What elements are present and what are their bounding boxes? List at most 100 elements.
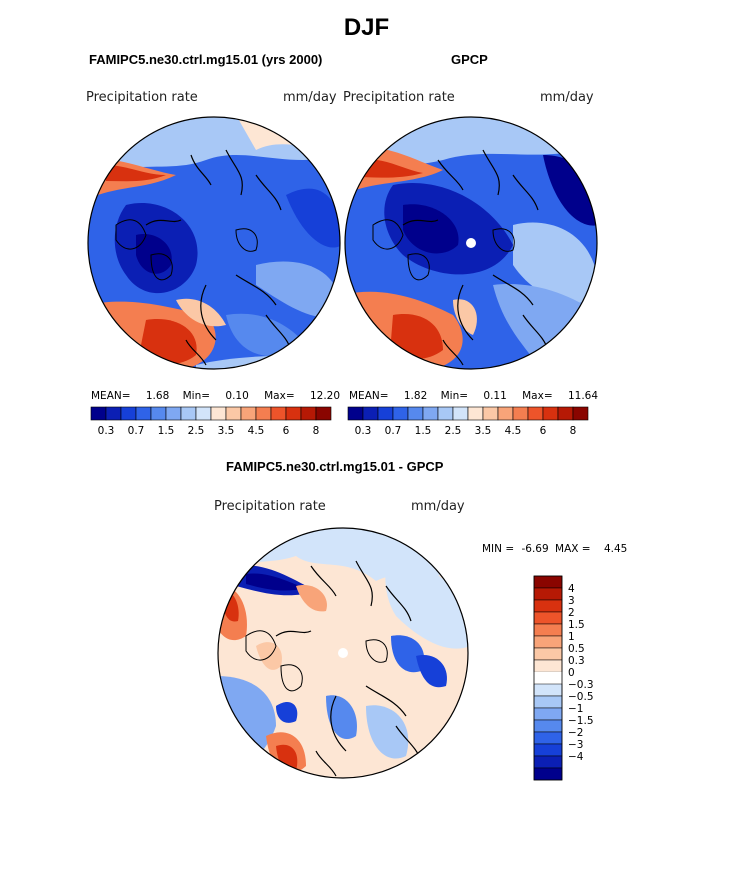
panel-2-colorbar-tick-label: 0.7	[385, 425, 402, 437]
panel-2-colorbar-tick-label: 4.5	[505, 425, 522, 437]
panel-2-colorbar-swatch	[362, 406, 379, 421]
panel-2-colorbar-tick-label: 3.5	[475, 425, 492, 437]
panel-2-min-label: Min=	[440, 390, 469, 402]
panel-2-stats: MEAN= 1.82 Min= 0.11 Max= 11.64	[349, 390, 598, 402]
diff-colorbar-tick-label: 2	[568, 607, 575, 619]
panel-2-colorbar-tick-label: 8	[570, 425, 577, 437]
diff-polar-map	[217, 527, 469, 779]
diff-colorbar-tick-label: −2	[568, 727, 583, 739]
panel-2-mean-value: 1.82	[403, 390, 428, 402]
panel-1-colorbar-tick-label: 0.3	[98, 425, 115, 437]
diff-colorbar-swatch	[533, 659, 563, 673]
panel-2-max-label: Max=	[522, 390, 553, 402]
panel-1-colorbar-swatch	[90, 406, 107, 421]
diff-colorbar-swatch	[533, 587, 563, 601]
panel-1-colorbar-tick-label: 6	[283, 425, 290, 437]
diff-colorbar-swatch	[533, 599, 563, 613]
panel-1-colorbar-swatch	[270, 406, 287, 421]
panel-1-colorbar-swatch	[315, 406, 332, 421]
diff-colorbar-tick-label: 1.5	[568, 619, 585, 631]
diff-colorbar-frame	[533, 575, 563, 781]
diff-colorbar-swatch	[533, 731, 563, 745]
diff-colorbar-swatch	[533, 719, 563, 733]
diff-max-value: 4.45	[603, 543, 628, 555]
diff-colorbar-swatch	[533, 635, 563, 649]
panel-2-colorbar-swatch	[467, 406, 484, 421]
panel-1-colorbar-swatch	[300, 406, 317, 421]
diff-max-label: MAX =	[555, 543, 591, 555]
panel-2-colorbar-swatch	[482, 406, 499, 421]
panel-2-colorbar-swatch	[572, 406, 589, 421]
diff-colorbar-swatch	[533, 647, 563, 661]
diff-colorbar-tick-label: 0	[568, 667, 575, 679]
panel-2-colorbar-tick-label: 1.5	[415, 425, 432, 437]
panel-1-colorbar-tick-label: 1.5	[158, 425, 175, 437]
panel-2-colorbar-swatch	[497, 406, 514, 421]
panel-1-mean-label: MEAN=	[91, 390, 131, 402]
panel-1-polar-map	[87, 116, 341, 370]
panel-1-subtitle: FAMIPC5.ne30.ctrl.mg15.01 (yrs 2000)	[89, 52, 323, 67]
panel-2-colorbar-swatch	[437, 406, 454, 421]
panel-1-colorbar-tick-label: 4.5	[248, 425, 265, 437]
panel-2-colorbar-swatch	[377, 406, 394, 421]
panel-2-colorbar-swatch	[557, 406, 574, 421]
panel-1-colorbar-swatch	[180, 406, 197, 421]
diff-colorbar-swatch	[533, 611, 563, 625]
diff-variable-label: Precipitation rate	[214, 499, 326, 514]
diff-colorbar-tick-label: 0.5	[568, 643, 585, 655]
panel-2-colorbar-swatch	[347, 406, 364, 421]
diff-colorbar-swatch	[533, 575, 563, 589]
panel-1-variable-label: Precipitation rate	[86, 90, 198, 105]
figure-title: DJF	[343, 14, 390, 41]
panel-2-colorbar-swatch	[527, 406, 544, 421]
panel-2-subtitle: GPCP	[451, 52, 488, 67]
panel-1-colorbar-swatch	[240, 406, 257, 421]
diff-colorbar-swatch	[533, 743, 563, 757]
panel-1-max-label: Max=	[264, 390, 295, 402]
panel-1-colorbar-swatch	[165, 406, 182, 421]
panel-1-colorbar-swatch	[195, 406, 212, 421]
panel-1-stats: MEAN= 1.68 Min= 0.10 Max= 12.20	[91, 390, 340, 402]
panel-1-max-value: 12.20	[309, 390, 341, 402]
panel-2-colorbar-swatch	[512, 406, 529, 421]
panel-1-colorbar-swatch	[150, 406, 167, 421]
panel-2-colorbar: 0.3 0.7 1.5 2.5 3.5 4.5 6 8	[347, 406, 589, 437]
diff-subtitle: FAMIPC5.ne30.ctrl.mg15.01 - GPCP	[226, 459, 444, 474]
diff-colorbar-tick-label: 3	[568, 595, 575, 607]
diff-colorbar-tick-label: −0.5	[568, 691, 594, 703]
diff-colorbar-swatch	[533, 767, 563, 781]
diff-min-value: -6.69	[521, 543, 549, 555]
diff-colorbar-swatch	[533, 707, 563, 721]
panel-2-min-value: 0.11	[483, 390, 507, 402]
panel-1-colorbar-swatch	[285, 406, 302, 421]
panel-1-mean-value: 1.68	[145, 390, 170, 402]
diff-colorbar-tick-label: −1	[568, 703, 583, 715]
diff-min-max: MIN = -6.69 MAX = 4.45	[482, 543, 627, 555]
panel-1-min-label: Min=	[182, 390, 211, 402]
diff-colorbar-tick-label: 1	[568, 631, 575, 643]
panel-1-colorbar-tick-label: 2.5	[188, 425, 205, 437]
diff-colorbar-tick-label: −3	[568, 739, 583, 751]
diff-colorbar-tick-label: −4	[568, 751, 584, 763]
panel-1-colorbar-tick-label: 3.5	[218, 425, 235, 437]
panel-2-colorbar-tick-label: 0.3	[355, 425, 372, 437]
diff-colorbar-tick-label: −0.3	[568, 679, 594, 691]
panel-1-colorbar: 0.3 0.7 1.5 2.5 3.5 4.5 6 8	[90, 406, 332, 437]
panel-2-variable-label: Precipitation rate	[343, 90, 455, 105]
panel-2-colorbar-swatch	[392, 406, 409, 421]
diff-min-label: MIN =	[482, 543, 515, 555]
panel-2-colorbar-swatch	[542, 406, 559, 421]
diff-colorbar-swatch	[533, 683, 563, 697]
diff-colorbar-tick-label: 4	[568, 583, 575, 595]
panel-1-colorbar-swatch	[225, 406, 242, 421]
panel-2-colorbar-swatch	[407, 406, 424, 421]
diff-units-label: mm/day	[411, 499, 465, 514]
panel-1-colorbar-swatch	[135, 406, 152, 421]
panel-1-colorbar-swatch	[255, 406, 272, 421]
panel-1-colorbar-swatch	[105, 406, 122, 421]
diff-colorbar-swatch	[533, 755, 563, 769]
panel-2-colorbar-swatch	[422, 406, 439, 421]
panel-1-min-value: 0.10	[225, 390, 249, 402]
panel-2-max-value: 11.64	[567, 390, 599, 402]
diff-colorbar-tick-label: 0.3	[568, 655, 585, 667]
